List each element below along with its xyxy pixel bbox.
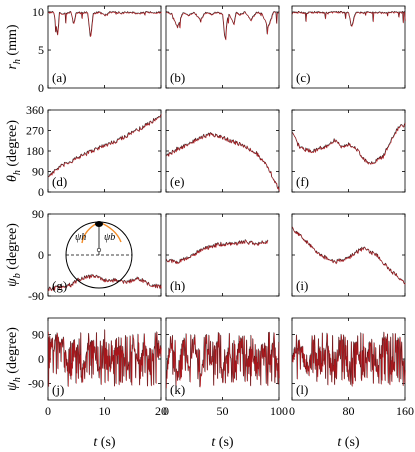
y-tick-label: -90 xyxy=(28,289,44,303)
y-axis-label-sub: b xyxy=(12,273,23,278)
panel-label: (j) xyxy=(52,382,64,397)
y-tick-label: 5 xyxy=(38,43,44,57)
y-tick-label: 90 xyxy=(32,165,44,179)
trace-red xyxy=(292,332,406,387)
trace-red xyxy=(48,274,162,292)
y-axis-label-unit: (degree) xyxy=(5,223,20,273)
x-axis-label-unit: (s) xyxy=(341,435,360,450)
x-axis-label-main: t xyxy=(211,435,216,450)
panel-label: (e) xyxy=(170,174,184,189)
panel-label: (g) xyxy=(52,278,67,293)
y-axis-label: ψh (degree) xyxy=(5,327,23,391)
y-axis-label-main: θ xyxy=(5,175,20,182)
x-axis-label: t (s) xyxy=(211,435,234,450)
y-axis-label-unit: (mm) xyxy=(5,24,20,59)
y-tick-label: 90 xyxy=(32,327,44,341)
y-axis-label: θh (degree) xyxy=(5,120,23,182)
y-tick-label: 0 xyxy=(38,185,44,199)
y-tick-label: 0 xyxy=(38,81,44,95)
trace-red xyxy=(292,122,406,165)
trace-red xyxy=(166,239,269,265)
axes-frame xyxy=(291,213,406,297)
y-axis-label-sub: h xyxy=(12,59,23,64)
x-axis-label: t (s) xyxy=(337,435,360,450)
trace-red xyxy=(48,11,162,37)
x-tick-label: 0 xyxy=(289,404,295,418)
y-axis-label: rh (mm) xyxy=(5,24,23,69)
x-axis-label: t (s) xyxy=(93,435,116,450)
y-axis-label-main: r xyxy=(5,64,20,70)
trace-dark xyxy=(47,273,162,291)
trace-red xyxy=(48,329,162,387)
x-axis-label-main: t xyxy=(337,435,342,450)
y-tick-label: 90 xyxy=(32,207,44,221)
x-axis-label-unit: (s) xyxy=(97,435,116,450)
panel-label: (b) xyxy=(170,70,185,85)
x-tick-label: 100 xyxy=(270,404,288,418)
y-axis-label-main: ψ xyxy=(5,278,20,287)
trace-dark xyxy=(165,11,280,40)
y-tick-label: 0 xyxy=(38,248,44,262)
x-tick-label: 80 xyxy=(343,404,355,418)
y-axis-label-sub: h xyxy=(12,170,23,175)
x-tick-label: 0 xyxy=(163,404,169,418)
x-tick-label: 160 xyxy=(396,404,414,418)
panel-label: (l) xyxy=(296,382,308,397)
y-tick-label: 180 xyxy=(26,144,44,158)
inset-body-marker xyxy=(95,221,103,227)
x-axis-label-unit: (s) xyxy=(215,435,234,450)
y-axis-label-sub: h xyxy=(12,377,23,382)
trace-red xyxy=(166,132,280,192)
trace-red xyxy=(166,11,280,41)
axes-layer xyxy=(47,5,406,401)
x-axis-label-main: t xyxy=(93,435,98,450)
trace-dark xyxy=(291,122,406,165)
y-axis-label: ψb (degree) xyxy=(5,223,23,287)
x-tick-label: 10 xyxy=(99,404,111,418)
trace-red xyxy=(48,114,162,178)
trace-red xyxy=(292,11,406,27)
inset-psi-b-label: ψb xyxy=(104,232,115,243)
panel-label: (k) xyxy=(170,382,185,397)
trace-red xyxy=(292,226,406,285)
y-axis-label-main: ψ xyxy=(5,382,20,391)
trace-dark xyxy=(47,329,162,387)
x-tick-label: 0 xyxy=(45,404,51,418)
y-axis-label-unit: (degree) xyxy=(5,120,20,170)
panel-label: (i) xyxy=(296,278,308,293)
panel-label: (a) xyxy=(52,70,66,85)
inset-psi-h-label: ψh xyxy=(75,232,86,243)
panel-label: (f) xyxy=(296,174,309,189)
inset-center-marker xyxy=(96,247,102,253)
y-tick-label: 10 xyxy=(32,5,44,19)
x-tick-label: 20 xyxy=(155,404,167,418)
panel-label: (c) xyxy=(296,70,310,85)
y-tick-label: -90 xyxy=(28,377,44,391)
y-tick-label: 270 xyxy=(26,124,44,138)
y-axis-label-unit: (degree) xyxy=(5,327,20,377)
y-tick-label: 0 xyxy=(38,352,44,366)
y-tick-label: 360 xyxy=(26,103,44,117)
panel-label: (d) xyxy=(52,174,67,189)
trace-red xyxy=(166,332,280,389)
trace-dark xyxy=(291,226,406,284)
panel-label: (h) xyxy=(170,278,185,293)
x-tick-label: 50 xyxy=(217,404,229,418)
trace-dark xyxy=(291,331,406,387)
trace-layer xyxy=(47,11,406,389)
inset-schematic: ψh ψb xyxy=(65,221,133,289)
